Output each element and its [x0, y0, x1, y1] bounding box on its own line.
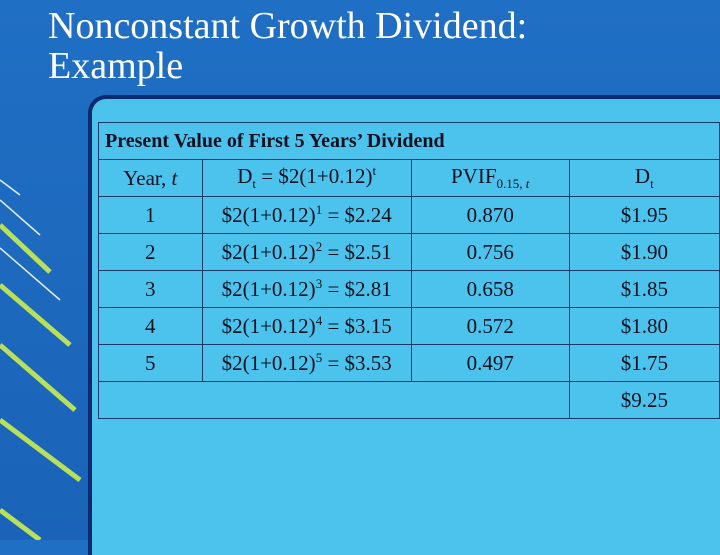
table-cell: PVIF0.15, t — [410, 159, 570, 197]
table-caption: Present Value of First 5 Years’ Dividend — [98, 122, 720, 160]
table-cell: $1.85 — [568, 270, 720, 308]
cell-text: $1.85 — [620, 276, 668, 301]
table-cell: 5 — [98, 344, 203, 382]
cell-text: 3 — [145, 276, 156, 301]
table-cell: 0.497 — [410, 344, 570, 382]
cell-text: 0.756 — [466, 239, 514, 264]
cell-text: 0.497 — [466, 350, 514, 375]
cell-text: $2(1+0.12) — [221, 240, 316, 264]
cell-text: 1 — [315, 202, 323, 217]
cell-text: = $3.53 — [322, 351, 392, 375]
table-cell: 0.658 — [410, 270, 570, 308]
cell-text: $1.95 — [620, 202, 668, 227]
table-cell — [98, 381, 570, 419]
table-cell: $2(1+0.12)1 = $2.24 — [201, 196, 412, 234]
table-cell: Year, t — [98, 159, 203, 197]
cell-text: 2 — [145, 239, 156, 264]
cell-text: t — [650, 176, 654, 192]
cell-text: $1.75 — [620, 350, 668, 375]
table-cell: $2(1+0.12)2 = $2.51 — [201, 233, 412, 271]
caption-row: Present Value of First 5 Years’ Dividend — [98, 122, 720, 160]
cell-text: 0.658 — [466, 276, 514, 301]
cell-text: = $3.15 — [322, 314, 392, 338]
cell-text: $2(1+0.12) — [221, 203, 316, 227]
table-cell: 0.756 — [410, 233, 570, 271]
table-cell: $1.80 — [568, 307, 720, 345]
table-cell: Dt — [568, 159, 720, 197]
cell-text: D — [237, 164, 253, 189]
table-cell: 4 — [98, 307, 203, 345]
cell-text: 3 — [315, 276, 323, 291]
cell-text: 5 — [315, 350, 323, 365]
cell-text: Year, — [123, 165, 172, 190]
cell-text: 0.15, — [496, 176, 526, 192]
table-cell: $2(1+0.12)3 = $2.81 — [201, 270, 412, 308]
table-cell: 0.572 — [410, 307, 570, 345]
cell-text: 2 — [315, 239, 323, 254]
cell-text: 1 — [145, 202, 156, 227]
data-row: 1 $2(1+0.12)1 = $2.24 0.870 $1.95 — [98, 196, 720, 234]
table-cell: $1.90 — [568, 233, 720, 271]
cell-text: $1.80 — [620, 313, 668, 338]
cell-text: = $2.51 — [322, 240, 392, 264]
title-line: Nonconstant Growth Dividend: — [48, 5, 528, 47]
table-cell: 0.870 — [410, 196, 570, 234]
decoration — [0, 179, 82, 540]
cell-text: $2(1+0.12) — [221, 277, 316, 301]
table-cell: Dt = $2(1+0.12)t — [201, 159, 412, 197]
table-cell: $1.75 — [568, 344, 720, 382]
data-row: 4 $2(1+0.12)4 = $3.15 0.572 $1.80 — [98, 307, 720, 345]
cell-text: D — [634, 163, 651, 188]
table-cell: 3 — [98, 270, 203, 308]
cell-text: 0.870 — [466, 202, 514, 227]
table-cell: $2(1+0.12)4 = $3.15 — [201, 307, 412, 345]
cell-text: $1.90 — [620, 239, 668, 264]
cell-text: 4 — [145, 313, 156, 338]
cell-text: = $2.81 — [322, 277, 392, 301]
cell-text: PVIF — [451, 163, 497, 188]
data-row: 3 $2(1+0.12)3 = $2.81 0.658 $1.85 — [98, 270, 720, 308]
title-line: Example — [48, 45, 184, 87]
table-cell: $2(1+0.12)5 = $3.53 — [201, 344, 412, 382]
slide-title: Nonconstant Growth Dividend: Example — [48, 6, 527, 86]
table-cell: 1 — [98, 196, 203, 234]
cell-text: t — [525, 176, 530, 192]
cell-text: t — [372, 163, 377, 179]
dividend-table: Present Value of First 5 Years’ Dividend… — [98, 122, 720, 419]
cell-text: 0.572 — [466, 313, 514, 338]
data-row: 5 $2(1+0.12)5 = $3.53 0.497 $1.75 — [98, 344, 720, 382]
data-row: 2 $2(1+0.12)2 = $2.51 0.756 $1.90 — [98, 233, 720, 271]
total-row: $9.25 — [98, 381, 720, 419]
table-cell: 2 — [98, 233, 203, 271]
cell-text: 4 — [315, 313, 323, 328]
header-row: Year, t Dt = $2(1+0.12)t PVIF0.15, t Dt — [98, 159, 720, 197]
cell-text: = $2.24 — [322, 203, 392, 227]
cell-text: = $2(1+0.12) — [256, 164, 373, 189]
cell-text: t — [171, 165, 178, 190]
table-cell: $1.95 — [568, 196, 720, 234]
cell-text: 5 — [145, 350, 156, 375]
total-cell: $9.25 — [568, 381, 720, 419]
cell-text: t — [252, 176, 257, 192]
cell-text: $2(1+0.12) — [221, 314, 316, 338]
cell-text: $2(1+0.12) — [221, 351, 316, 375]
